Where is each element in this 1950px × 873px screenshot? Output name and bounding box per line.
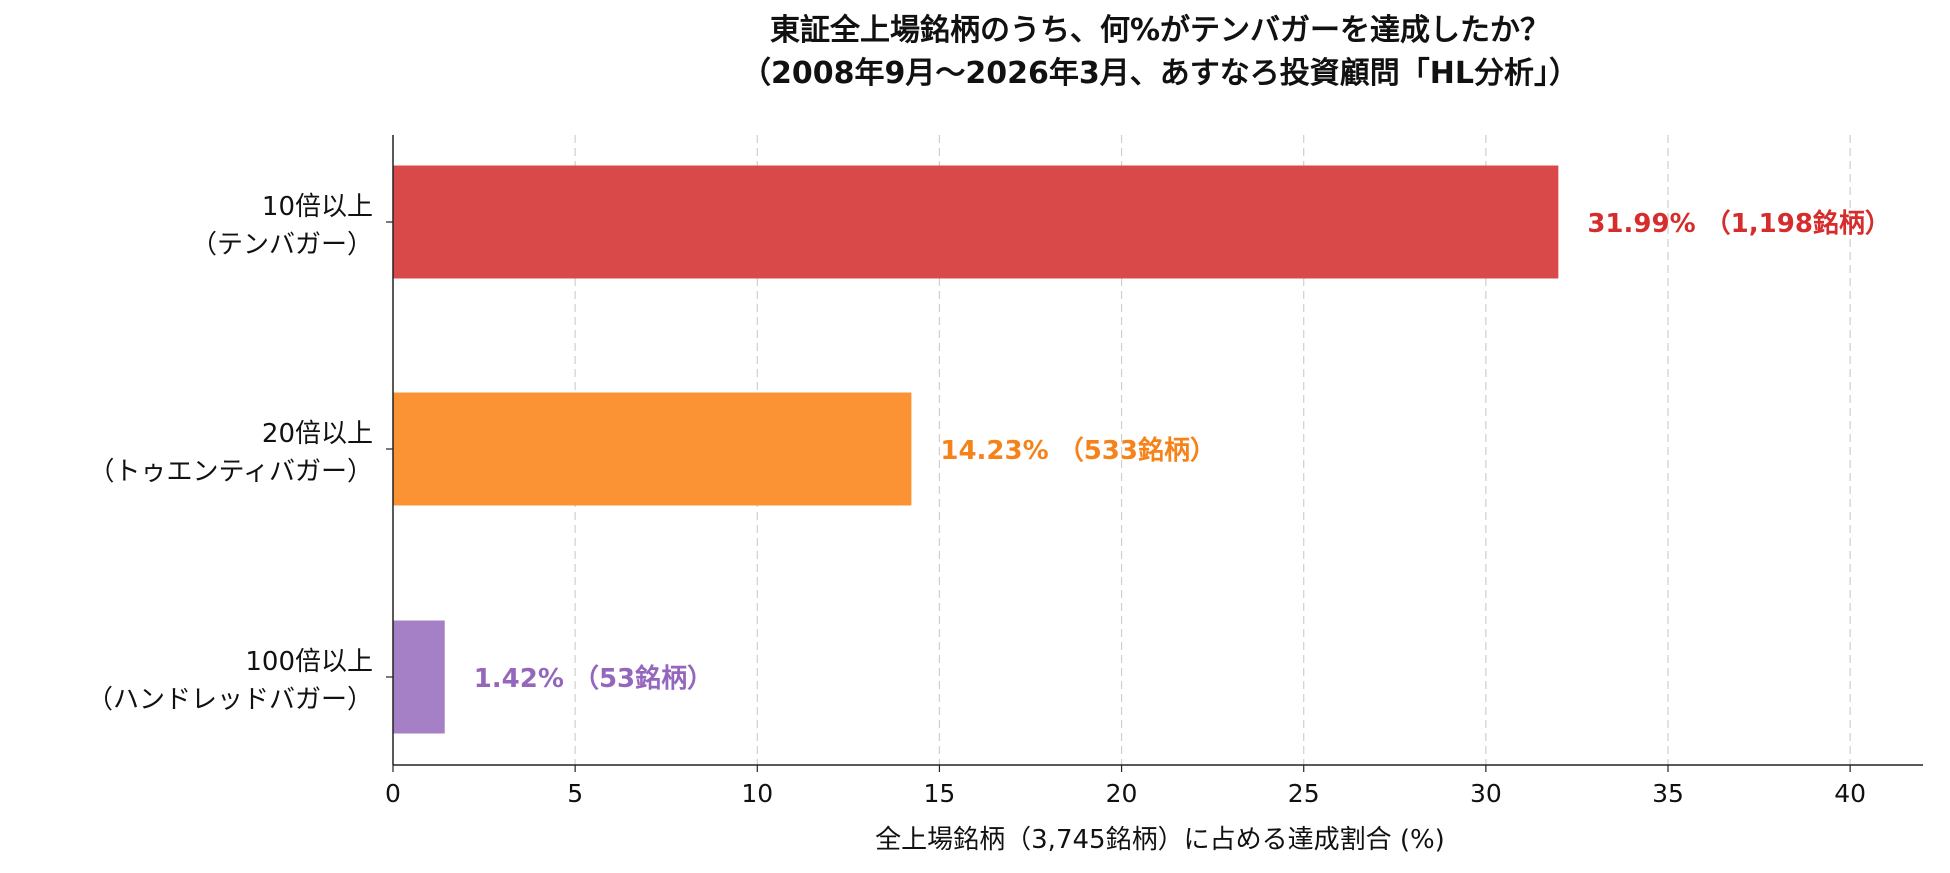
data-label: 14.23% （533銘柄）: [940, 435, 1216, 466]
y-tick-label: 10倍以上: [262, 192, 373, 222]
x-tick-label: 5: [567, 779, 583, 808]
y-tick-label: 20倍以上: [262, 419, 373, 449]
x-tick-label: 25: [1288, 779, 1320, 808]
y-tick-label: （テンバガー）: [191, 230, 373, 260]
x-axis-label: 全上場銘柄（3,745銘柄）に占める達成割合 (%): [875, 825, 1445, 855]
y-tick-label: （トゥエンティバガー）: [89, 457, 373, 487]
chart-title: 東証全上場銘柄のうち、何%がテンバガーを達成したか？: [770, 13, 1550, 48]
x-tick-label: 40: [1834, 779, 1866, 808]
x-tick-label: 35: [1652, 779, 1684, 808]
x-tick-label: 10: [741, 779, 773, 808]
bar: [393, 620, 445, 734]
bar: [393, 165, 1559, 279]
y-tick-label: （ハンドレッドバガー）: [87, 685, 373, 715]
chart-subtitle: （2008年9月〜2026年3月、あすなろ投資顧問「HL分析」）: [741, 56, 1579, 91]
data-label: 31.99% （1,198銘柄）: [1587, 208, 1891, 239]
axes: 0 5 10 15 20 25 30 35 40 10倍以上 （テンバガー） 20倍以上 （トゥエンティ…: [87, 135, 1923, 808]
x-tick-label: 20: [1106, 779, 1138, 808]
y-tick-label: 100倍以上: [245, 647, 373, 677]
x-tick-label: 0: [385, 779, 401, 808]
x-tick-label: 30: [1470, 779, 1502, 808]
data-label: 1.42% （53銘柄）: [474, 663, 713, 694]
x-tick-label: 15: [924, 779, 956, 808]
bar: [393, 392, 912, 506]
bars: 31.99% （1,198銘柄） 14.23% （533銘柄） 1.42% （53銘…: [393, 165, 1891, 734]
